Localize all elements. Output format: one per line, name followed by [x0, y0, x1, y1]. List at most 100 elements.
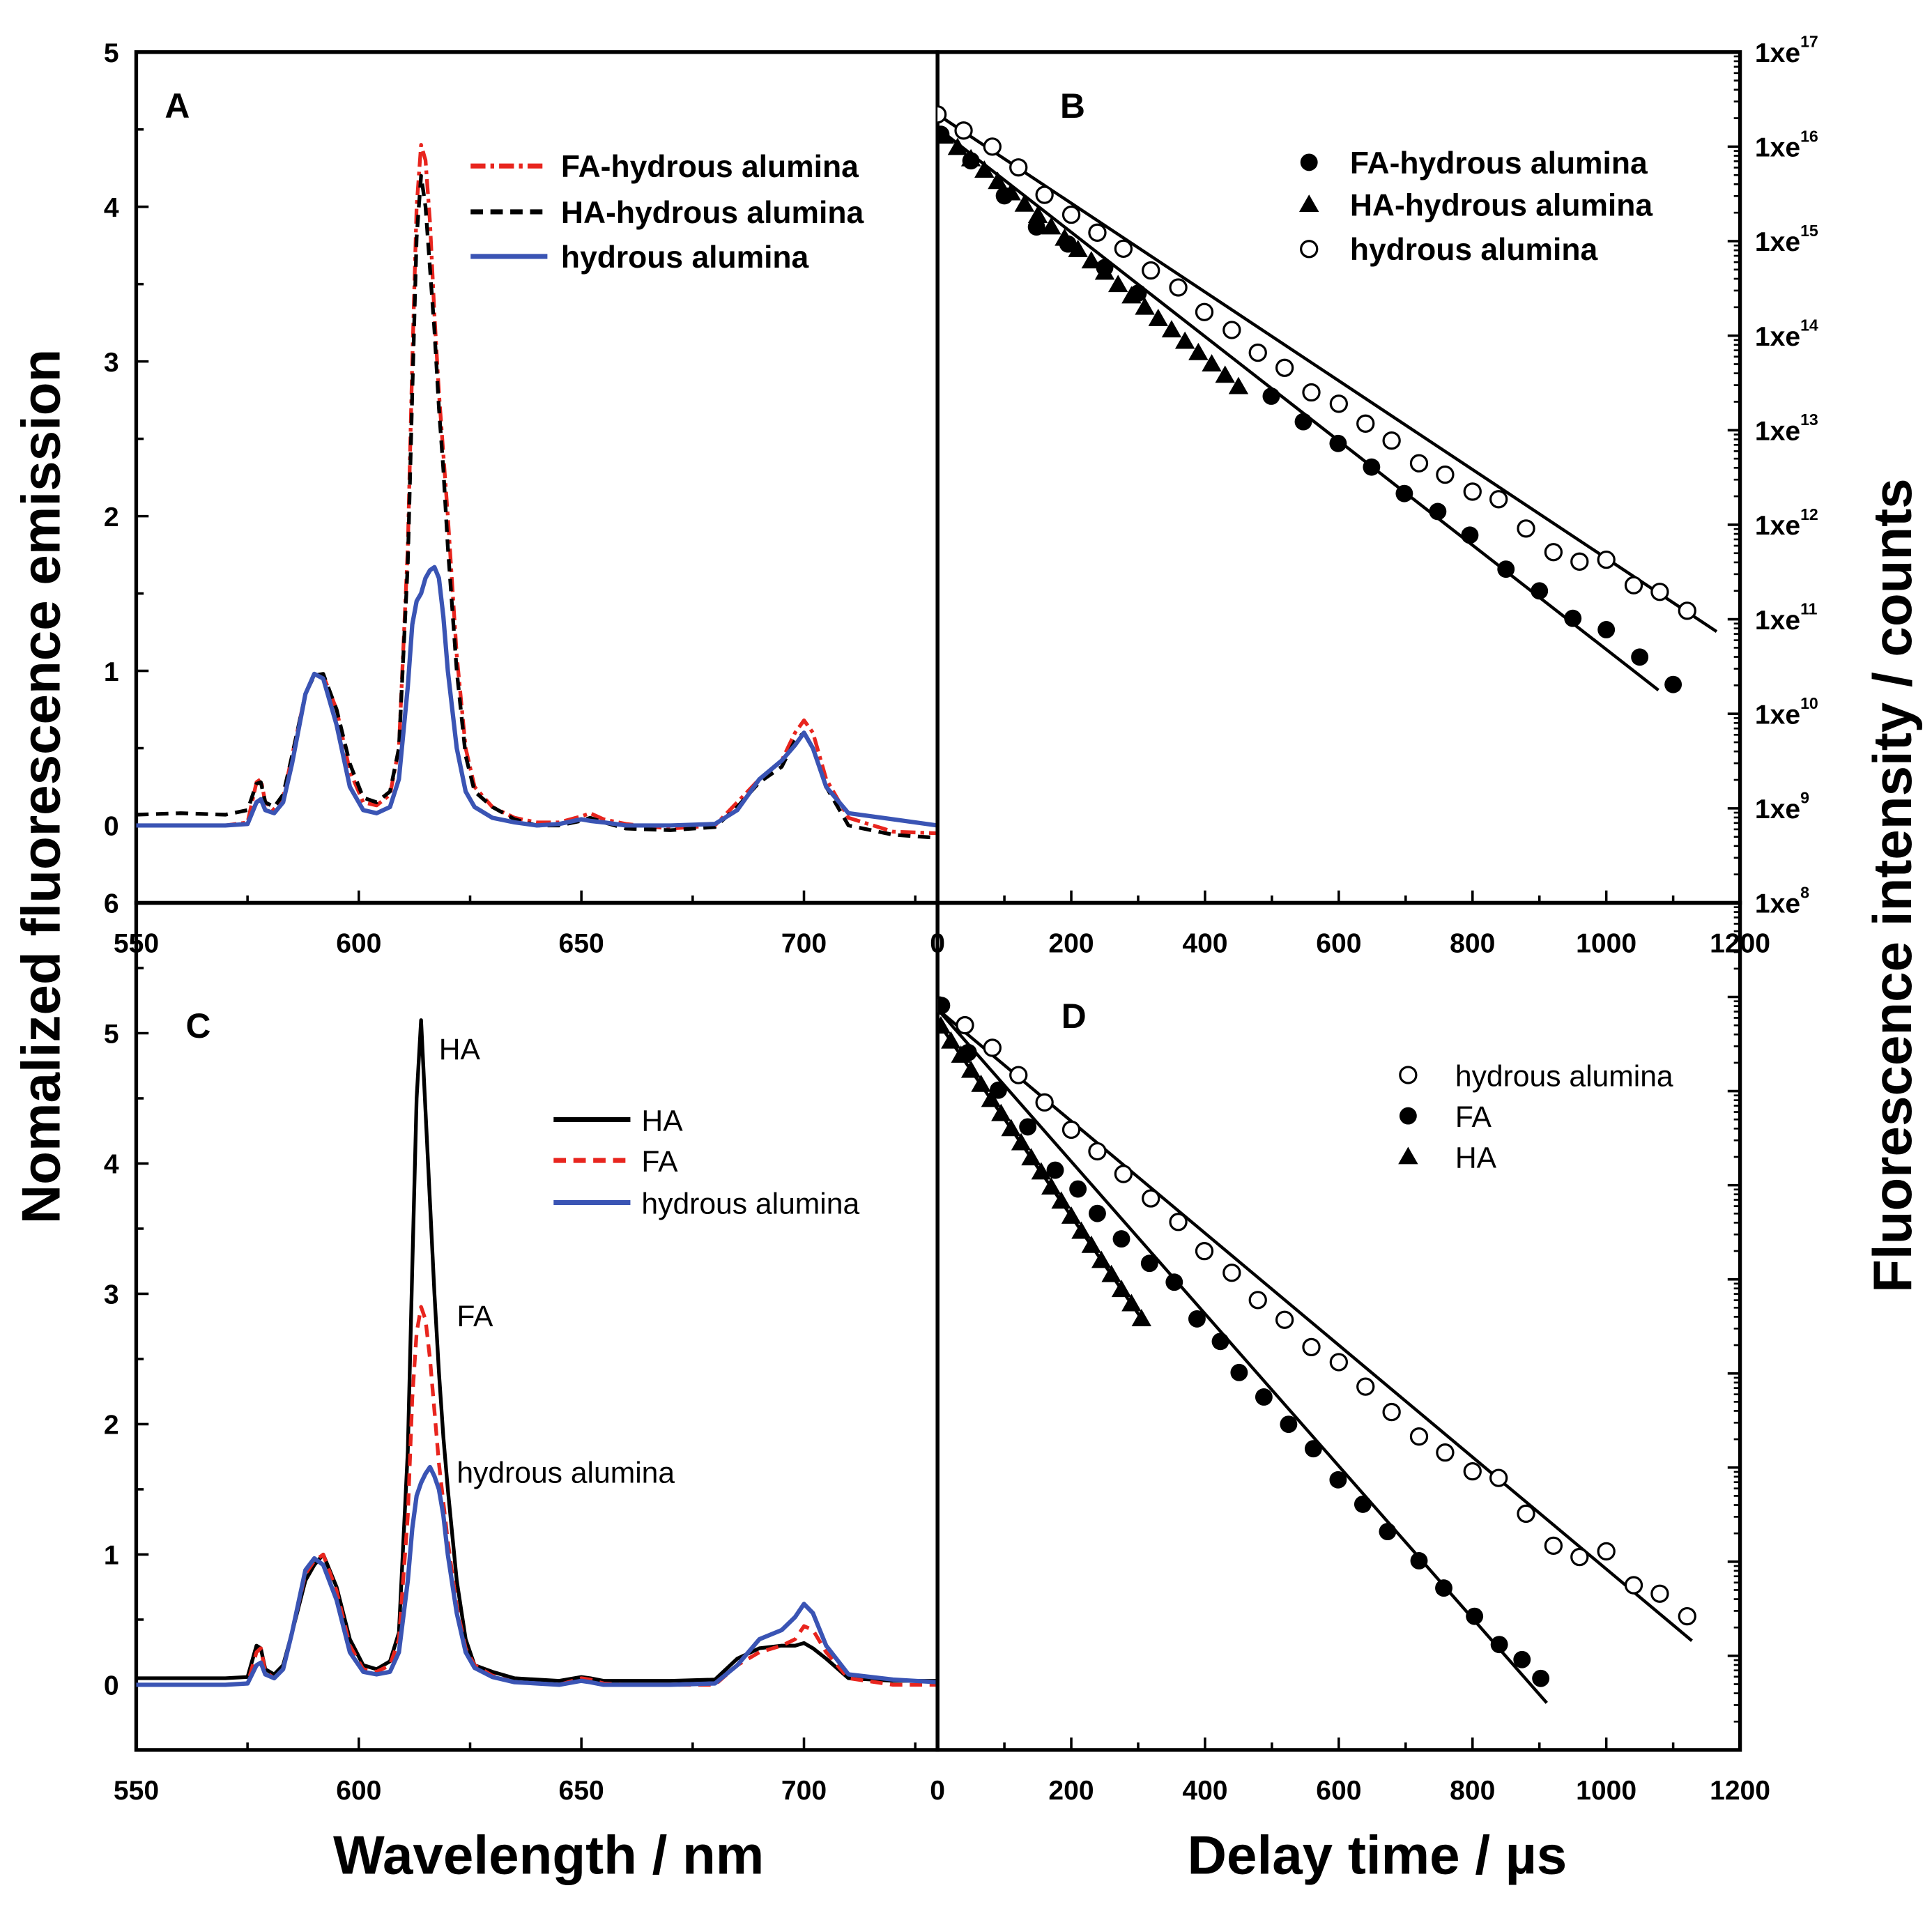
x-tick-label: 400 — [1182, 929, 1227, 959]
data-point-filled-triangle — [1121, 286, 1142, 304]
data-point-open-circle — [1650, 583, 1669, 601]
data-point-open-circle — [1463, 1462, 1482, 1481]
data-point-filled-triangle — [1081, 1235, 1102, 1253]
data-point-filled-circle — [1532, 1669, 1550, 1687]
data-point-open-circle — [1356, 414, 1375, 433]
data-point-filled-triangle — [1021, 1148, 1041, 1166]
data-point-filled-triangle — [1107, 275, 1128, 293]
y-tick-label: 1 — [104, 657, 119, 687]
data-point-open-circle — [954, 121, 973, 140]
x-tick-label: 0 — [930, 1776, 945, 1806]
data-point-filled-triangle — [1135, 297, 1155, 315]
data-point-open-circle — [1489, 490, 1508, 509]
data-point-open-circle — [1142, 1189, 1160, 1208]
data-point-open-circle — [1489, 1468, 1508, 1487]
data-point-open-circle — [1382, 1402, 1401, 1422]
plot-area — [136, 143, 938, 840]
x-tick-label: 200 — [1048, 929, 1094, 959]
data-point-filled-triangle — [1121, 1294, 1142, 1312]
y-tick-label: 1 — [104, 1541, 119, 1571]
data-point-filled-circle — [1089, 1204, 1106, 1222]
data-point-open-circle — [983, 137, 1002, 156]
data-point-filled-triangle — [960, 1060, 981, 1078]
data-point-open-circle — [1195, 302, 1214, 321]
data-point-filled-circle — [1631, 648, 1649, 666]
data-point-open-circle — [1009, 1066, 1028, 1084]
data-point-filled-circle — [1435, 1579, 1452, 1597]
y-tick-label: 1xe16 — [1755, 127, 1818, 162]
annotation-label: hydrous alumina — [457, 1457, 675, 1490]
y-tick-label: 1xe11 — [1755, 599, 1818, 635]
y-tick-label-exponent: 16 — [1800, 127, 1818, 145]
y-tick-label-exponent: 10 — [1800, 694, 1818, 712]
data-point-open-circle — [1517, 519, 1535, 538]
data-point-filled-triangle — [1051, 1191, 1071, 1209]
data-point-filled-circle — [1280, 1415, 1298, 1434]
data-point-filled-circle — [1664, 675, 1682, 693]
fit-line — [937, 113, 1718, 634]
y-tick-label: 1xe14 — [1755, 316, 1818, 352]
data-point-filled-circle — [1597, 621, 1616, 638]
y-tick-label: 3 — [104, 348, 119, 378]
series-line-hydrous-alumina — [136, 1464, 938, 1687]
data-point-filled-triangle — [1041, 217, 1061, 235]
data-point-filled-triangle — [1071, 1221, 1091, 1239]
series-line-ha — [136, 1018, 938, 1683]
data-point-open-circle — [1035, 185, 1054, 204]
y-tick-label-base: 1xe — [1755, 889, 1800, 919]
data-point-open-circle — [1382, 431, 1401, 450]
data-point-filled-triangle — [1148, 309, 1168, 326]
data-point-filled-triangle — [1174, 331, 1195, 349]
y-tick-label: 1xe12 — [1755, 505, 1818, 541]
legend-entry: FA-hydrous alumina — [1350, 146, 1648, 181]
data-point-filled-circle — [1140, 1254, 1158, 1273]
data-point-filled-circle — [1466, 1607, 1484, 1625]
panel-label: B — [1060, 86, 1085, 125]
data-point-filled-triangle — [1001, 183, 1021, 201]
data-point-filled-triangle — [1027, 206, 1048, 224]
data-point-open-circle — [1436, 1443, 1455, 1462]
data-point-filled-circle — [1255, 1388, 1273, 1406]
data-point-open-circle — [1061, 1120, 1081, 1139]
data-point-open-circle — [1009, 158, 1028, 177]
data-point-filled-circle — [1490, 1636, 1508, 1654]
x-tick-label: 1200 — [1710, 1776, 1770, 1806]
y-tick-label: 2 — [104, 502, 119, 532]
x-tick-label: 600 — [1316, 1776, 1361, 1806]
legend-marker-filled-circle — [1300, 153, 1318, 171]
x-tick-label: 700 — [781, 929, 827, 959]
y-tick-label-base: 1xe — [1755, 38, 1800, 68]
data-point-open-circle — [1624, 576, 1643, 594]
data-point-open-circle — [1329, 1353, 1349, 1372]
data-point-open-circle — [1517, 1504, 1535, 1524]
legend-entry: hydrous alumina — [1455, 1059, 1673, 1093]
data-point-open-circle — [1088, 1142, 1107, 1161]
data-point-filled-triangle — [1081, 251, 1102, 269]
data-point-open-circle — [1597, 550, 1616, 569]
panel-label: D — [1061, 997, 1087, 1036]
data-point-filled-circle — [1262, 387, 1280, 405]
data-point-filled-circle — [1211, 1333, 1229, 1351]
plot-frame — [935, 900, 1742, 1752]
data-point-filled-triangle — [937, 126, 954, 144]
data-point-filled-triangle — [951, 1045, 971, 1063]
data-point-filled-circle — [990, 1081, 1007, 1099]
data-point-filled-triangle — [1131, 1309, 1152, 1327]
data-point-open-circle — [1544, 543, 1563, 562]
data-point-filled-triangle — [991, 1103, 1011, 1121]
data-point-filled-circle — [1069, 1180, 1087, 1198]
legend: FA-hydrous alumina HA-hydrous alumina hydr… — [470, 150, 864, 275]
series-line-hydrous-alumina — [136, 565, 938, 828]
data-point-filled-triangle — [1161, 320, 1182, 338]
data-point-open-circle — [1570, 1547, 1589, 1567]
data-point-filled-triangle — [988, 171, 1008, 190]
data-point-filled-circle — [1294, 413, 1312, 431]
data-point-open-circle — [1624, 1576, 1643, 1595]
legend-entry: FA-hydrous alumina — [561, 150, 859, 184]
data-point-filled-triangle — [937, 1016, 951, 1034]
panel-label: C — [186, 1006, 211, 1045]
x-tick-label: 800 — [1450, 929, 1495, 959]
legend-marker-open-circle — [1300, 240, 1319, 259]
